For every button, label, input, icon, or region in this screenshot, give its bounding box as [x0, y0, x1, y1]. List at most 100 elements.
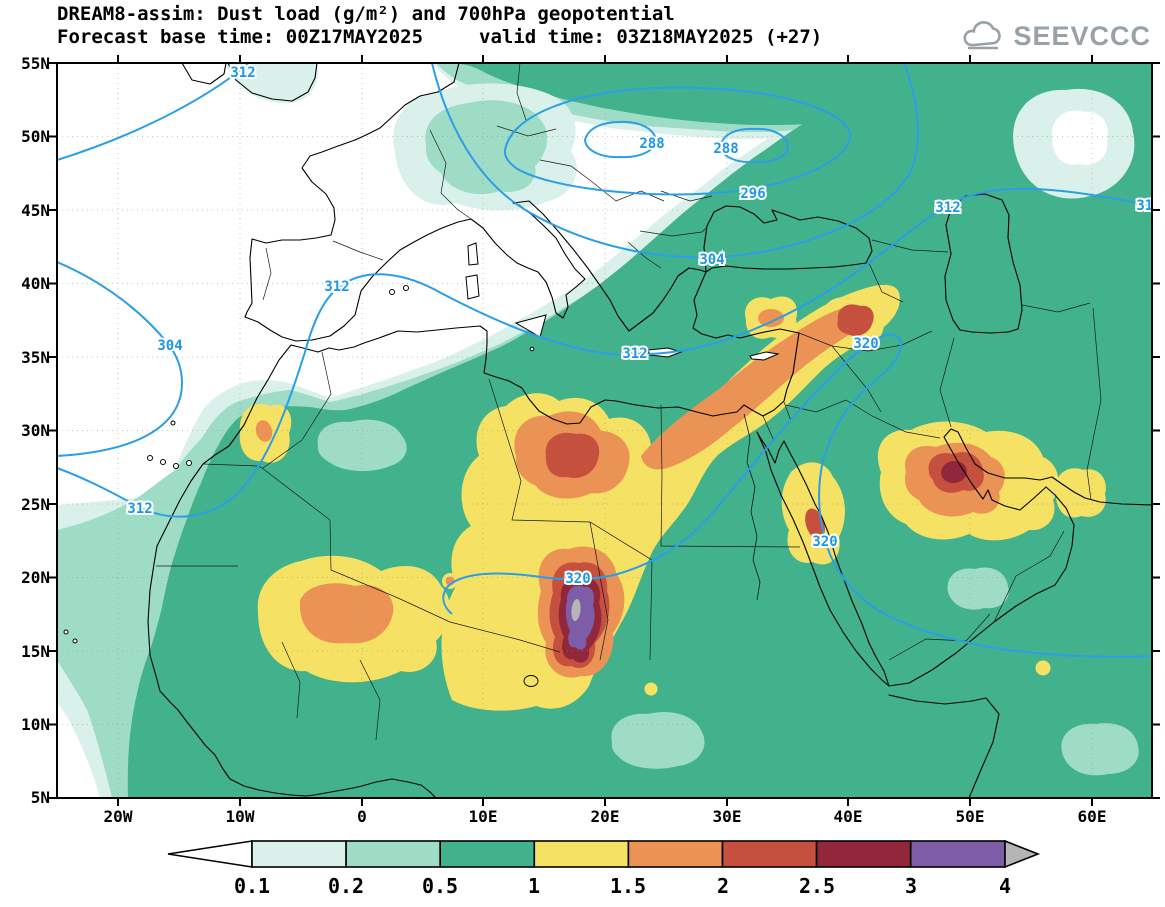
nile-river	[743, 413, 761, 601]
colorbar-label: 2.5	[799, 874, 835, 898]
contour-label: 312	[1136, 198, 1161, 214]
contour-label: 312	[324, 279, 349, 295]
colorbar-label: 0.1	[234, 874, 270, 898]
coastline-africa	[147, 271, 800, 798]
contour-label: 288	[713, 141, 738, 157]
contour-label: 320	[565, 571, 590, 587]
dust-core-plume-band	[641, 305, 870, 470]
y-tick-label: 40N	[21, 274, 50, 293]
dust-spot-yellow-2	[1035, 660, 1051, 676]
y-tick-label: 10N	[21, 715, 50, 734]
lake-chad	[523, 675, 539, 687]
coastline-arabia-gulf	[888, 428, 1152, 687]
dust-region-arabia-east	[1055, 468, 1106, 518]
colorbar-segment	[721, 840, 818, 868]
x-tick-label: 50E	[956, 807, 985, 826]
colorbar-label: 2	[717, 874, 729, 898]
colorbar-label: 0.2	[328, 874, 364, 898]
dust-enclave-horn	[1061, 723, 1139, 776]
contour-label: 304	[157, 338, 182, 354]
contour-label: 288	[639, 136, 664, 152]
logo-text: SEEVCCC	[1013, 20, 1151, 51]
x-tick-label: 20E	[591, 807, 620, 826]
x-tick-label: 60E	[1078, 807, 1107, 826]
contour-label: 312	[127, 501, 152, 517]
cloud-icon	[963, 21, 1002, 50]
island-corsica	[467, 242, 479, 266]
colorbar-segment	[627, 840, 724, 868]
dust-patch-britain	[226, 63, 319, 104]
x-tick-label: 0	[357, 807, 367, 826]
contour-label: 304	[699, 252, 724, 268]
colorbar-label: 3	[905, 874, 917, 898]
y-tick-label: 5N	[31, 788, 50, 807]
coastline-black-sea	[703, 205, 873, 273]
dust-enclave-sahel	[611, 712, 705, 769]
island-cyprus	[749, 351, 780, 361]
colorbar-segment	[251, 840, 347, 868]
islands-small	[63, 285, 539, 687]
dust-extreme-bodele	[565, 585, 595, 650]
dust-enclave-south-arabia	[947, 567, 1009, 610]
dust-enclave-caspian-core	[1051, 110, 1108, 165]
map-header: DREAM8-assim: Dust load (g/m²) and 700hP…	[57, 3, 822, 49]
island-sicily	[514, 314, 547, 338]
contour-label: 312	[935, 200, 960, 216]
contour-label: 320	[812, 534, 837, 550]
contour-label: 296	[740, 186, 765, 202]
y-tick-label: 20N	[21, 568, 50, 587]
island-sardinia	[465, 274, 480, 300]
colorbar-segment	[439, 840, 536, 868]
colorbar-label: 1	[528, 874, 540, 898]
y-tick-label: 45N	[21, 201, 50, 220]
coastline-ireland	[181, 63, 227, 85]
colorbar-segment	[909, 840, 1006, 868]
colorbar-segment	[345, 840, 442, 868]
x-tick-label: 40E	[834, 807, 863, 826]
colorbar-label: 1.5	[610, 874, 646, 898]
valid-time: valid time: 03Z18MAY2025 (+27)	[479, 26, 823, 48]
geopotential-contours: 312 288 288 296 304 312 312 304 312 312 …	[57, 63, 1161, 658]
dust-spot-yellow-1	[644, 682, 658, 696]
contour-label: 312	[622, 346, 647, 362]
axis-ticks	[49, 55, 1160, 806]
dust-fill-layers	[57, 63, 1152, 798]
colorbar-label: 4	[999, 874, 1011, 898]
contour-label: 312	[230, 65, 255, 81]
colorbar: 0.1 0.2 0.5 1 1.5 2 2.5 3 4	[167, 839, 1041, 898]
colorbar-segment	[533, 840, 630, 868]
x-tick-label: 20W	[104, 807, 133, 826]
y-tick-label: 15N	[21, 642, 50, 661]
x-tick-label: 10W	[226, 807, 255, 826]
y-tick-label: 35N	[21, 348, 50, 367]
coastline-europe	[244, 63, 707, 342]
x-tick-label: 30E	[713, 807, 742, 826]
contour-label: 320	[853, 336, 878, 352]
dust-intense-tibesti	[545, 432, 600, 479]
coastline-red-sea	[756, 431, 890, 687]
colorbar-label: 0.5	[422, 874, 458, 898]
dust-core-morocco	[255, 420, 273, 442]
forecast-base-time: Forecast base time: 00Z17MAY2025	[57, 26, 424, 48]
y-tick-label: 50N	[21, 127, 50, 146]
map-subtitle: Forecast base time: 00Z17MAY2025 valid ti…	[57, 26, 822, 49]
y-axis-labels: 55N 50N 45N 40N 35N 30N 25N 20N 15N 10N …	[21, 54, 50, 807]
dust-peak-bodele	[571, 599, 581, 621]
y-tick-label: 30N	[21, 421, 50, 440]
colorbar-arrow-left	[167, 840, 253, 868]
map-title: DREAM8-assim: Dust load (g/m²) and 700hP…	[57, 3, 675, 25]
dust-enclave-atlas	[317, 419, 407, 472]
dust-intense-levant	[837, 304, 874, 336]
colorbar-arrow-right	[1004, 839, 1041, 869]
dust-core-west-africa	[299, 583, 394, 644]
seevccc-logo: SEEVCCC	[960, 20, 1151, 52]
x-axis-labels: 20W 10W 0 10E 20E 30E 40E 50E 60E	[104, 807, 1107, 826]
coastline-somalia	[888, 694, 1000, 798]
x-tick-label: 10E	[469, 807, 498, 826]
colorbar-segment	[815, 840, 912, 868]
dust-patch-france-inner	[425, 100, 548, 195]
coastline-britain	[227, 63, 318, 102]
y-tick-label: 25N	[21, 495, 50, 514]
